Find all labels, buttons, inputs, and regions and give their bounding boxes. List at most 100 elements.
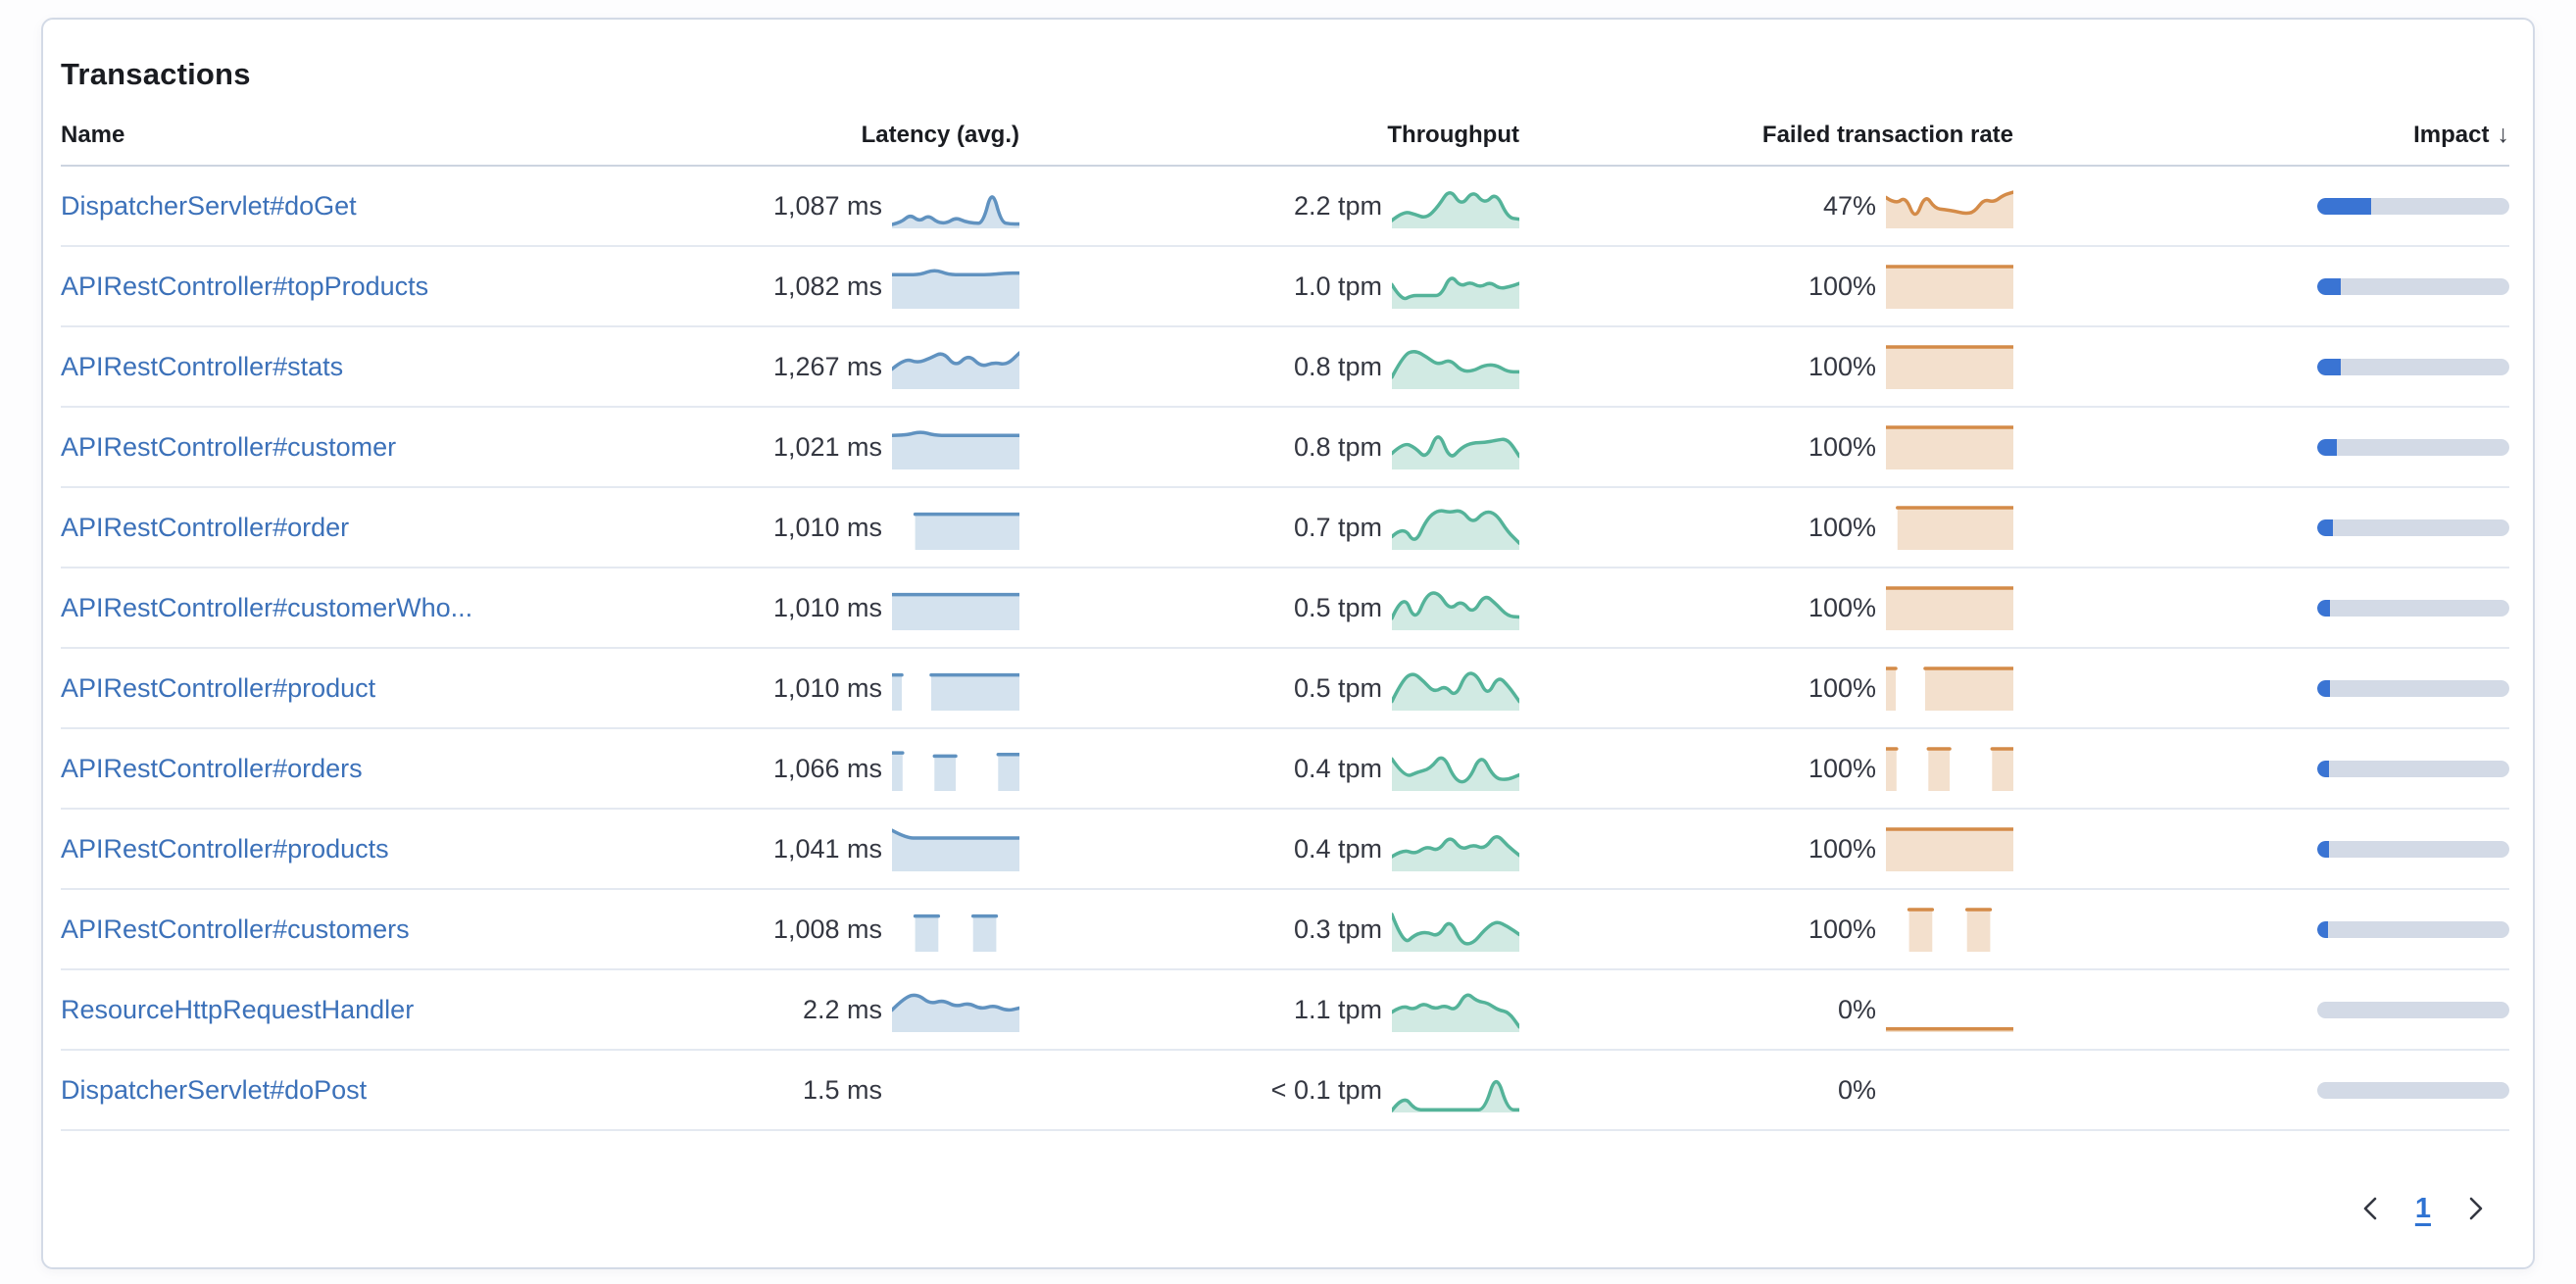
table-row: APIRestController#products 1,041 ms 0.4 … [61,810,2509,890]
name-cell: APIRestController#customerWho... [61,593,667,623]
impact-bar-fill [2317,519,2333,536]
throughput-value: 2.2 tpm [1293,190,1382,221]
transaction-name-link[interactable]: DispatcherServlet#doGet [61,190,357,221]
table-row: APIRestController#product 1,010 ms 0.5 t… [61,649,2509,729]
latency-cell: 1.5 ms [667,1067,1019,1112]
failed-rate-value: 100% [1808,271,1876,301]
previous-page-chevron-icon[interactable] [2356,1194,2386,1223]
latency-value: 1,267 ms [772,351,882,381]
next-page-chevron-icon[interactable] [2460,1194,2490,1223]
impact-cell [2317,1001,2509,1018]
name-cell: APIRestController#product [61,673,667,704]
page-number-current[interactable]: 1 [2414,1192,2431,1224]
throughput-cell: 0.7 tpm [1196,505,1519,550]
impact-cell [2317,197,2509,215]
table-row: APIRestController#topProducts 1,082 ms 1… [61,247,2509,327]
failed-rate-sparkline [1886,190,2013,228]
failed-rate-value: 100% [1808,672,1876,703]
transaction-name-link[interactable]: APIRestController#customer [61,431,397,462]
throughput-sparkline [1392,591,1519,630]
column-header-impact-label: Impact [2413,122,2490,148]
name-cell: APIRestController#topProducts [61,272,667,302]
transaction-name-link[interactable]: APIRestController#customerWho... [61,592,473,622]
name-cell: APIRestController#orders [61,754,667,784]
impact-bar-track [2317,277,2509,295]
throughput-sparkline [1392,913,1519,952]
latency-sparkline [892,351,1019,389]
transaction-name-link[interactable]: APIRestController#orders [61,753,363,783]
throughput-cell: 0.4 tpm [1196,826,1519,871]
throughput-value: 1.0 tpm [1293,271,1382,301]
latency-cell: 1,021 ms [667,424,1019,469]
impact-bar-fill [2317,840,2329,858]
transaction-name-link[interactable]: APIRestController#customers [61,914,410,944]
latency-cell: 1,010 ms [667,585,1019,630]
failed-rate-value: 0% [1837,994,1876,1024]
impact-cell [2317,519,2509,536]
latency-cell: 1,008 ms [667,907,1019,952]
failed-rate-cell: 0% [1690,1067,2013,1112]
throughput-sparkline [1392,509,1519,550]
table-row: APIRestController#stats 1,267 ms 0.8 tpm… [61,327,2509,408]
column-header-impact[interactable]: Impact ↓ [2317,121,2509,149]
latency-cell: 1,267 ms [667,344,1019,389]
table-row: ResourceHttpRequestHandler 2.2 ms 1.1 tp… [61,970,2509,1051]
throughput-sparkline [1392,1079,1519,1112]
transaction-name-link[interactable]: APIRestController#product [61,672,376,703]
transaction-name-link[interactable]: ResourceHttpRequestHandler [61,994,415,1024]
failed-rate-cell: 100% [1690,344,2013,389]
impact-cell [2317,840,2509,858]
throughput-value: 0.4 tpm [1293,753,1382,783]
failed-rate-sparkline [1886,586,2013,630]
latency-sparkline [892,993,1019,1032]
impact-bar-fill [2317,277,2341,295]
throughput-cell: 0.3 tpm [1196,907,1519,952]
name-cell: APIRestController#customers [61,914,667,945]
throughput-sparkline [1392,435,1519,469]
latency-sparkline [913,914,999,952]
transaction-name-link[interactable]: APIRestController#products [61,833,389,864]
throughput-cell: 1.1 tpm [1196,987,1519,1032]
transaction-name-link[interactable]: APIRestController#topProducts [61,271,429,301]
impact-bar-track [2317,599,2509,617]
column-header-latency[interactable]: Latency (avg.) [861,122,1019,148]
latency-sparkline [892,269,1019,309]
impact-cell [2317,679,2509,697]
latency-sparkline [913,512,1019,550]
impact-cell [2317,358,2509,375]
throughput-cell: 0.5 tpm [1196,666,1519,711]
latency-cell: 1,041 ms [667,826,1019,871]
latency-sparkline [892,751,1019,791]
transaction-name-link[interactable]: APIRestController#stats [61,351,344,381]
throughput-value: 0.8 tpm [1293,351,1382,381]
column-header-name: Name [61,122,125,148]
impact-bar-fill [2317,679,2330,697]
column-header-failed-rate[interactable]: Failed transaction rate [1761,122,2013,148]
throughput-cell: 0.8 tpm [1196,344,1519,389]
throughput-sparkline [1392,276,1519,309]
transaction-name-link[interactable]: APIRestController#order [61,512,350,542]
impact-bar-track [2317,358,2509,375]
impact-bar-track [2317,197,2509,215]
failed-rate-sparkline [1907,908,1993,952]
throughput-cell: 0.4 tpm [1196,746,1519,791]
latency-value: 1,010 ms [772,512,882,542]
name-cell: ResourceHttpRequestHandler [61,995,667,1025]
name-cell: APIRestController#stats [61,352,667,382]
failed-rate-cell: 100% [1690,585,2013,630]
impact-cell [2317,1081,2509,1099]
throughput-cell: 2.2 tpm [1196,183,1519,228]
transaction-name-link[interactable]: DispatcherServlet#doPost [61,1074,368,1105]
table-row: APIRestController#customers 1,008 ms 0.3… [61,890,2509,970]
throughput-value: 0.8 tpm [1293,431,1382,462]
impact-cell [2317,438,2509,456]
latency-value: 1,087 ms [772,190,882,221]
latency-cell: 1,087 ms [667,183,1019,228]
column-header-throughput[interactable]: Throughput [1387,122,1519,148]
throughput-value: 0.5 tpm [1293,592,1382,622]
impact-bar-fill [2317,197,2371,215]
throughput-cell: 0.5 tpm [1196,585,1519,630]
name-cell: APIRestController#products [61,834,667,864]
table-row: APIRestController#customer 1,021 ms 0.8 … [61,408,2509,488]
throughput-value: < 0.1 tpm [1270,1074,1382,1105]
